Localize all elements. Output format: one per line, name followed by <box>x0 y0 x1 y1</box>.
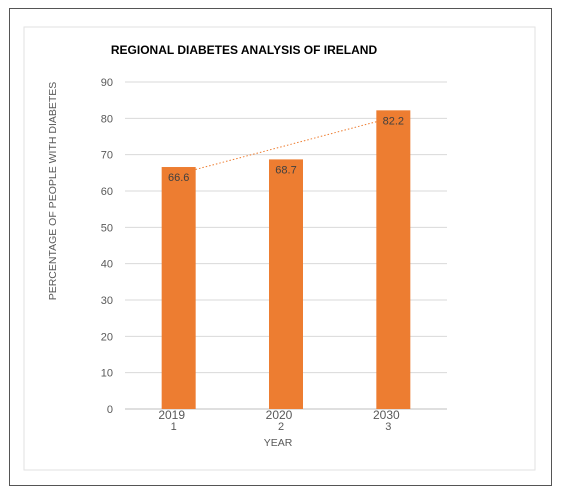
x-category-label: 2020 <box>266 408 293 422</box>
y-tick-label: 60 <box>101 186 113 198</box>
y-tick-label: 50 <box>101 222 113 234</box>
bar-2030 <box>376 110 411 409</box>
outer-frame: REGIONAL DIABETES ANALYSIS OF IRELAND 0 1… <box>9 8 552 486</box>
data-labels: 66.6 68.7 82.2 <box>168 115 404 184</box>
data-label-2020: 68.7 <box>275 164 296 176</box>
y-tick-label: 70 <box>101 150 113 162</box>
y-axis-label: PERCENTAGE OF PEOPLE WITH DIABETES <box>47 82 59 301</box>
y-tick-label: 80 <box>101 113 113 125</box>
x-axis-label: YEAR <box>264 437 293 449</box>
y-tick-label: 90 <box>101 77 113 89</box>
bar-2020 <box>269 159 303 409</box>
x-category-label: 2019 <box>158 408 185 422</box>
bars <box>161 110 411 409</box>
bar-2019 <box>161 167 196 409</box>
y-axis-ticks: 0 10 20 30 40 50 60 70 80 90 <box>101 77 113 416</box>
bar-chart: REGIONAL DIABETES ANALYSIS OF IRELAND 0 1… <box>23 26 536 471</box>
y-tick-label: 10 <box>101 368 113 380</box>
y-tick-label: 0 <box>107 404 113 416</box>
x-category-index: 2 <box>278 421 284 433</box>
y-tick-label: 20 <box>101 331 113 343</box>
x-category-index: 3 <box>385 421 391 433</box>
x-category-label: 2030 <box>373 408 400 422</box>
data-label-2019: 66.6 <box>168 172 189 184</box>
chart-title: REGIONAL DIABETES ANALYSIS OF IRELAND <box>111 43 378 57</box>
x-category-index: 1 <box>171 421 177 433</box>
y-tick-label: 40 <box>101 259 113 271</box>
data-label-2030: 82.2 <box>383 115 404 127</box>
y-tick-label: 30 <box>101 295 113 307</box>
